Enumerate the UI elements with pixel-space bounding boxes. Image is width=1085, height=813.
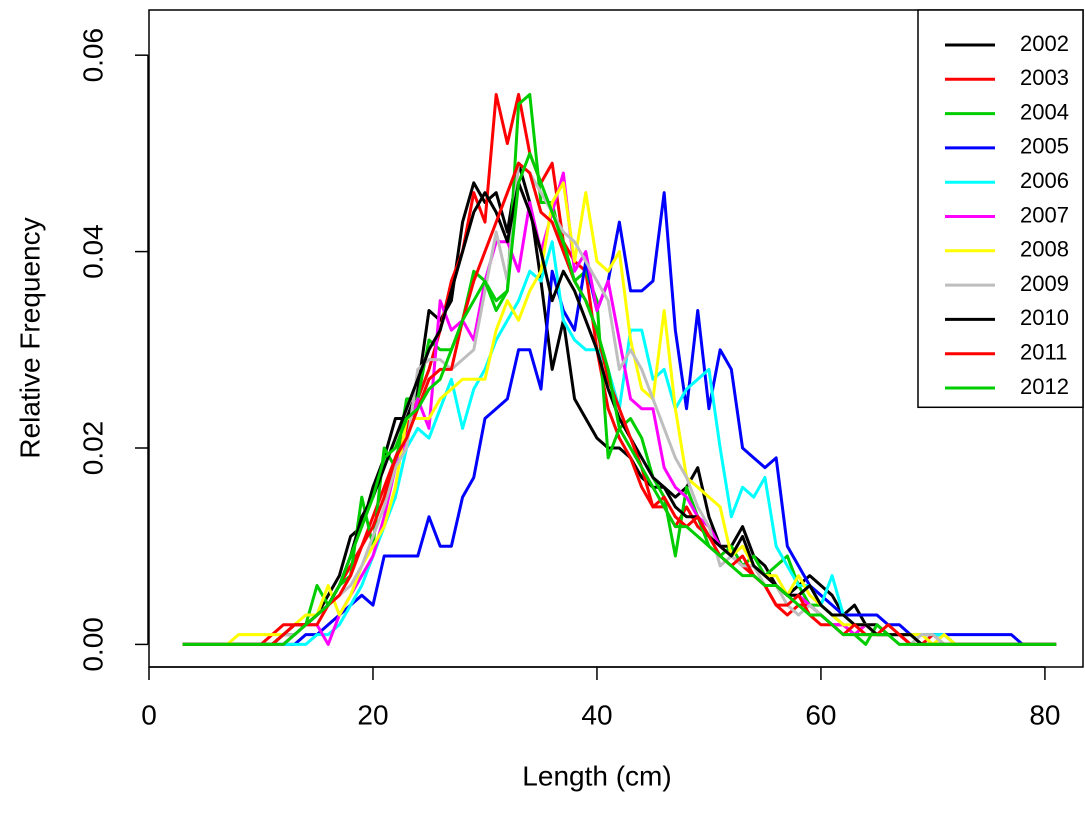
x-tick-label: 80 [1029, 699, 1060, 730]
legend-label: 2005 [1020, 134, 1069, 159]
legend-label: 2004 [1020, 99, 1069, 124]
y-tick-label: 0.04 [77, 224, 108, 279]
legend-label: 2007 [1020, 202, 1069, 227]
legend-label: 2009 [1020, 271, 1069, 296]
legend-label: 2003 [1020, 65, 1069, 90]
x-axis-label: Length (cm) [522, 760, 671, 791]
y-axis-label: Relative Frequency [14, 217, 45, 458]
legend-label: 2002 [1020, 31, 1069, 56]
x-tick-label: 40 [581, 699, 612, 730]
x-tick-label: 20 [357, 699, 388, 730]
y-tick-label: 0.00 [77, 617, 108, 672]
y-tick-label: 0.02 [77, 421, 108, 476]
x-tick-label: 0 [141, 699, 157, 730]
legend-label: 2011 [1020, 340, 1067, 365]
legend-label: 2006 [1020, 168, 1069, 193]
legend-label: 2010 [1020, 305, 1069, 330]
legend-box [917, 9, 1084, 409]
legend-label: 2008 [1020, 237, 1069, 262]
legend-label: 2012 [1020, 374, 1069, 399]
y-tick-label: 0.06 [77, 28, 108, 83]
series-line [182, 151, 1057, 646]
x-tick-label: 60 [805, 699, 836, 730]
